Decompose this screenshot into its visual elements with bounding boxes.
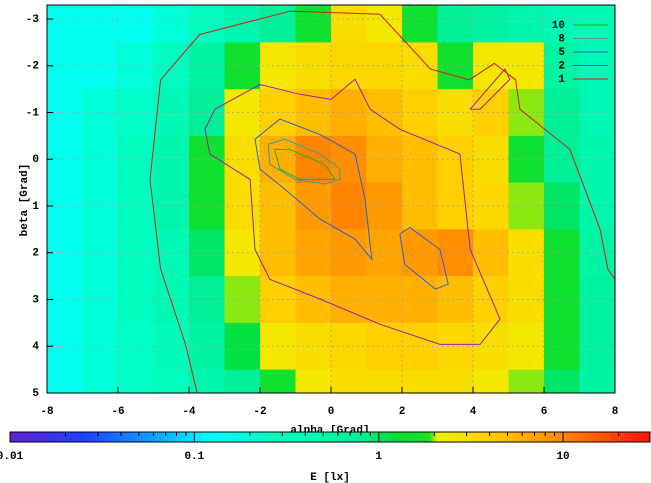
heat-cell	[437, 369, 474, 394]
heat-cell	[153, 369, 190, 394]
heat-cell	[47, 5, 83, 43]
contours	[149, 10, 616, 394]
y-axis-label: beta [Grad]	[19, 164, 31, 237]
legend-label: 1	[558, 74, 565, 86]
axes: -8 -6 -4 -2 0 2 4 6 8 -3 -2 -1 0 1 2 3 4 5	[26, 4, 619, 418]
heat-cell	[579, 5, 616, 43]
heat-cell	[153, 5, 190, 43]
y-tick-label: 2	[32, 248, 39, 260]
plot-border	[46, 4, 616, 394]
y-tick-label: 5	[32, 388, 39, 400]
y-tick-label: 3	[32, 294, 39, 306]
contour-line	[204, 78, 501, 345]
heat-cell	[189, 369, 225, 394]
heat-cell	[295, 369, 332, 394]
colorbar	[9, 431, 651, 443]
contour-line	[469, 68, 511, 110]
x-tick-label: 8	[612, 406, 619, 418]
x-tick-label: 4	[470, 406, 477, 418]
heat-cell	[366, 369, 403, 394]
legend-label: 10	[552, 20, 565, 32]
heat-cell	[260, 369, 296, 394]
heat-cell	[189, 5, 225, 43]
heat-cell	[473, 369, 509, 394]
legend-label: 8	[558, 33, 565, 45]
heat-cell	[82, 369, 119, 394]
contour-line	[254, 118, 373, 261]
colorbar-tick-label: 0.01	[0, 451, 24, 463]
heat-cell	[82, 5, 119, 43]
y-tick-label: 0	[32, 154, 39, 166]
heat-cell	[224, 369, 261, 394]
x-tick-label: 0	[328, 406, 335, 418]
heat-cell	[118, 5, 154, 43]
y-tick-label: -1	[26, 107, 40, 119]
heat-cell	[508, 369, 545, 394]
contour-line	[274, 148, 336, 180]
heat-cell	[366, 5, 403, 43]
legend-label: 5	[558, 47, 565, 59]
x-tick-label: 2	[399, 406, 406, 418]
heat-cell	[437, 5, 474, 43]
y-tick-label: 1	[32, 201, 39, 213]
heat-cell	[47, 369, 83, 394]
contour-line	[267, 138, 341, 185]
x-tick-label: 6	[541, 406, 548, 418]
x-tick-label: -8	[40, 406, 54, 418]
heat-cell	[402, 5, 438, 43]
heat-cell	[508, 5, 545, 43]
contour-line	[399, 226, 449, 290]
legend-label: 2	[558, 60, 565, 72]
y-tick-label: 4	[32, 341, 39, 353]
contour-line	[149, 10, 616, 394]
x-tick-label: -4	[182, 406, 196, 418]
colorbar-tick-label: 0.1	[184, 451, 204, 463]
heat-cell	[331, 5, 367, 43]
x-tick-label: -2	[253, 406, 266, 418]
x-tick-label: -6	[111, 406, 124, 418]
colorbar-label: E [lx]	[310, 472, 350, 483]
heat-cell	[295, 5, 332, 43]
heat-cell	[402, 369, 438, 394]
y-tick-label: -3	[26, 14, 40, 26]
heat-cell	[544, 5, 580, 43]
colorbar-tick-label: 1	[375, 451, 382, 463]
heat-cell	[473, 5, 509, 43]
heat-cell	[118, 369, 154, 394]
heat-cell	[331, 369, 367, 394]
heat-cell	[544, 369, 580, 394]
colorbar-tick-label: 10	[556, 451, 569, 463]
heat-cell	[579, 369, 616, 394]
y-tick-label: -2	[26, 61, 39, 73]
